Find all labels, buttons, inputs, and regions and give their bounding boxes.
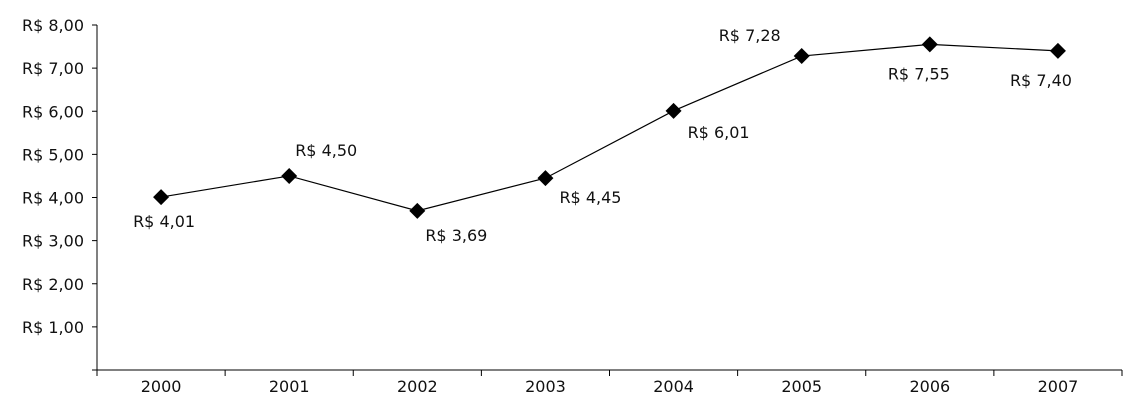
x-tick-label: 2000 bbox=[141, 377, 182, 395]
y-tick-label: R$ 1,00 bbox=[22, 318, 84, 337]
data-point-marker bbox=[409, 202, 426, 219]
y-tick-label: R$ 7,00 bbox=[22, 59, 84, 78]
data-point-marker bbox=[665, 102, 682, 119]
y-axis: R$ 1,00 R$ 2,00 R$ 3,00 R$ 4,00 R$ 5,00 R$ 6,… bbox=[22, 16, 98, 371]
data-label: R$ 7,28 bbox=[719, 26, 781, 45]
data-label: R$ 6,01 bbox=[688, 123, 750, 142]
x-tick-label: 2004 bbox=[653, 377, 694, 395]
series-line-group bbox=[153, 36, 1066, 219]
x-tick-label: 2005 bbox=[781, 377, 822, 395]
data-label: R$ 7,55 bbox=[888, 64, 950, 83]
x-tick-label: 2001 bbox=[269, 377, 310, 395]
data-point-marker bbox=[537, 170, 554, 187]
data-label: R$ 3,69 bbox=[425, 226, 487, 245]
data-point-marker bbox=[921, 36, 938, 53]
data-labels: R$ 4,01 R$ 4,50 R$ 3,69 R$ 4,45 R$ 6,01 R$ 7,… bbox=[133, 26, 1072, 245]
x-tick-label: 2007 bbox=[1038, 377, 1079, 395]
data-label: R$ 7,40 bbox=[1010, 71, 1072, 90]
y-tick-label: R$ 2,00 bbox=[22, 275, 84, 294]
y-tick-label: R$ 3,00 bbox=[22, 232, 84, 251]
x-tick-label: 2006 bbox=[909, 377, 950, 395]
data-point-marker bbox=[153, 189, 170, 206]
y-tick-label: R$ 8,00 bbox=[22, 16, 84, 35]
y-tick-label: R$ 5,00 bbox=[22, 145, 84, 164]
series-line bbox=[160, 43, 1058, 212]
x-tick-label: 2002 bbox=[397, 377, 438, 395]
data-label: R$ 4,45 bbox=[559, 188, 621, 207]
data-point-marker bbox=[281, 167, 298, 184]
data-point-marker bbox=[793, 48, 810, 65]
data-label: R$ 4,50 bbox=[295, 141, 357, 160]
y-tick-label: R$ 6,00 bbox=[22, 102, 84, 121]
x-axis: 2000 2001 2002 2003 2004 2005 2006 2007 bbox=[96, 369, 1123, 395]
data-label: R$ 4,01 bbox=[133, 212, 195, 231]
y-tick-label: R$ 4,00 bbox=[22, 189, 84, 208]
x-tick-label: 2003 bbox=[525, 377, 566, 395]
data-point-marker bbox=[1049, 42, 1066, 59]
